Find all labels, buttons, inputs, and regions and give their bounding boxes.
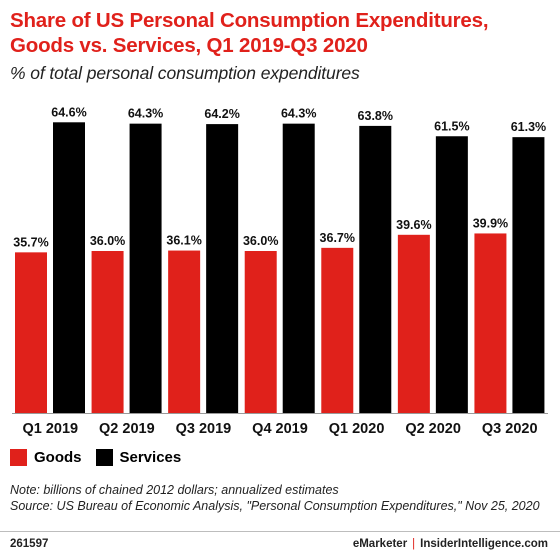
chart-title: Share of US Personal Consumption Expendi… — [10, 9, 489, 57]
data-label-services: 64.3% — [128, 107, 163, 121]
x-tick-label: Q2 2020 — [405, 421, 461, 437]
data-label-goods: 36.0% — [90, 234, 125, 248]
data-label-goods: 36.7% — [320, 231, 355, 245]
data-label-goods: 36.1% — [166, 234, 201, 248]
brand-separator: | — [412, 538, 416, 550]
brand-insider-intelligence: InsiderIntelligence.com — [420, 538, 548, 550]
x-tick-label: Q3 2020 — [482, 421, 538, 437]
data-label-services: 64.3% — [281, 107, 316, 121]
chart-id: 261597 — [10, 538, 49, 550]
goods-swatch — [10, 448, 27, 466]
chart-notes: Note: billions of chained 2012 dollars; … — [10, 483, 555, 514]
bar-goods-q2-2019 — [91, 251, 124, 413]
brand-emarketer: eMarketer — [352, 538, 408, 550]
legend-label-goods: Goods — [34, 448, 82, 466]
legend: Goods Services — [10, 447, 195, 467]
data-label-services: 63.8% — [358, 109, 393, 123]
footer-brand: eMarketer | InsiderIntelligence.com — [353, 538, 548, 550]
bar-goods-q2-2020 — [397, 234, 430, 413]
bar-goods-q4-2019 — [244, 251, 277, 413]
x-tick-label: Q1 2020 — [329, 421, 385, 437]
bar-services-q1-2020 — [359, 125, 392, 414]
bar-services-q3-2020 — [512, 137, 545, 413]
data-label-services: 61.5% — [434, 119, 469, 133]
bar-services-q2-2019 — [129, 123, 162, 414]
data-label-goods: 36.0% — [243, 234, 278, 248]
bar-goods-q3-2019 — [168, 250, 201, 413]
data-label-goods: 35.7% — [13, 235, 48, 249]
bar-services-q2-2020 — [435, 136, 468, 413]
source-text: Source: US Bureau of Economic Analysis, … — [10, 498, 540, 513]
x-tick-label: Q2 2019 — [99, 421, 155, 437]
chart-subtitle: % of total personal consumption expendit… — [10, 63, 360, 83]
bar-services-q1-2019 — [53, 122, 85, 414]
x-tick-label: Q4 2019 — [252, 421, 308, 437]
services-swatch — [95, 448, 113, 466]
legend-label-services: Services — [119, 448, 182, 466]
legend-item-goods: Goods — [10, 448, 82, 466]
legend-item-services: Services — [95, 448, 182, 466]
x-tick-label: Q1 2019 — [22, 421, 78, 437]
bar-services-q3-2019 — [206, 124, 239, 413]
data-label-services: 64.2% — [204, 107, 239, 121]
bar-goods-q1-2020 — [321, 247, 354, 413]
note-text: Note: billions of chained 2012 dollars; … — [10, 483, 339, 497]
bar-goods-q3-2020 — [474, 233, 507, 413]
data-label-services: 61.3% — [511, 120, 546, 134]
bar-goods-q1-2019 — [15, 252, 47, 413]
data-label-goods: 39.6% — [396, 218, 431, 232]
data-label-services: 64.6% — [51, 105, 86, 119]
bar-chart: 35.7% 64.6% Q1 2019 36.0% 64.3% Q2 2019 36.1% 6… — [12, 105, 548, 437]
bar-services-q4-2019 — [282, 123, 315, 414]
x-tick-label: Q3 2019 — [176, 421, 232, 437]
footer-divider — [0, 531, 560, 532]
data-label-goods: 39.9% — [473, 216, 508, 230]
